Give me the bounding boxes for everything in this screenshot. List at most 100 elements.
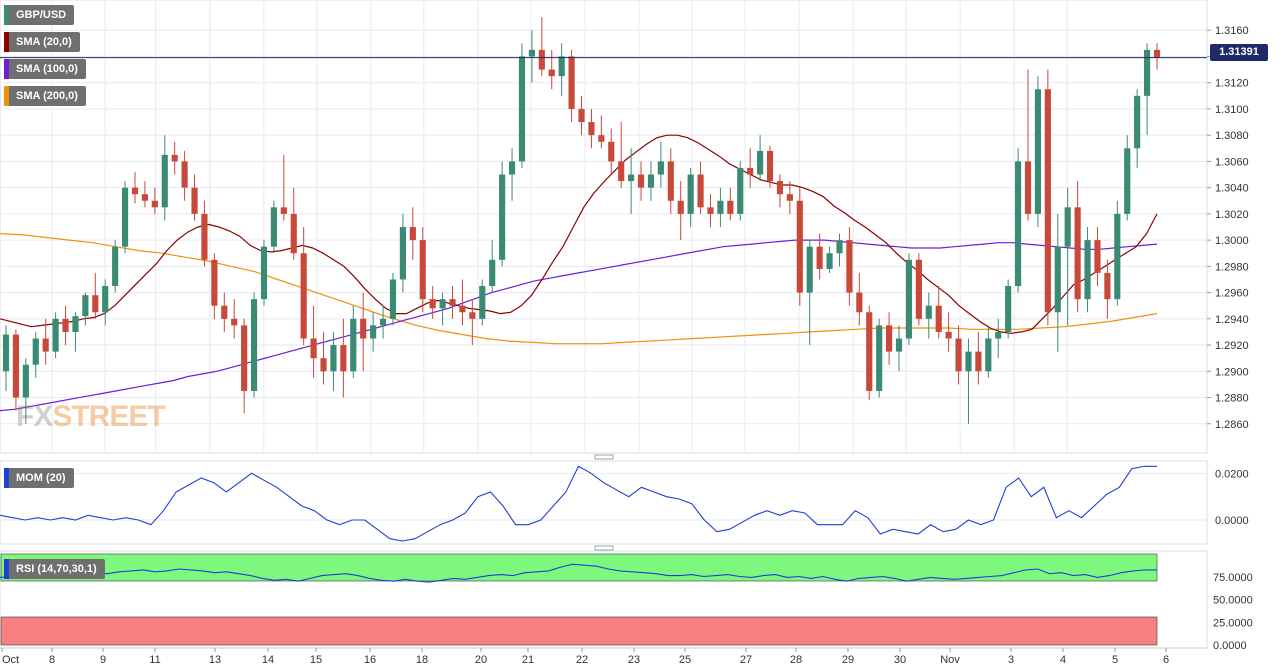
x-tick-label: 18	[416, 654, 428, 666]
candle-body	[975, 351, 982, 372]
candle-body	[677, 200, 684, 214]
candle-body	[1024, 161, 1032, 214]
candle-body	[32, 338, 39, 365]
candle-body	[667, 161, 674, 201]
candle-body	[290, 213, 297, 254]
price-tick-label: 1.3080	[1215, 130, 1249, 142]
x-tick-label: 6	[1163, 654, 1169, 666]
candle-body	[886, 325, 893, 352]
legend-sma20[interactable]: SMA (20,0)	[4, 32, 80, 52]
x-tick-label: 22	[576, 654, 588, 666]
x-tick-label: 21	[522, 654, 534, 666]
x-tick-label: Oct	[2, 654, 19, 666]
rsi-tick-label: 25.0000	[1213, 617, 1253, 629]
x-tick-label: 25	[679, 654, 691, 666]
candle-body	[1144, 49, 1151, 96]
candle-body	[280, 207, 287, 214]
price-tick-label: 1.3060	[1215, 156, 1249, 168]
candle-body	[231, 318, 238, 326]
price-y-axis: 1.2860 1.2880 1.2900 1.2920 1.2940 1.2960 1.29…	[1207, 25, 1249, 431]
last-price-tag: 1.31391	[1210, 44, 1268, 61]
pane-divider-1[interactable]	[594, 454, 614, 460]
candles-group	[2, 17, 1161, 424]
candle-body	[1114, 213, 1121, 300]
candle-body	[628, 174, 635, 182]
x-tick-label: 8	[49, 654, 55, 666]
candle-body	[895, 338, 903, 352]
candle-body	[211, 259, 218, 306]
candle-body	[241, 325, 248, 391]
candle-body	[459, 305, 466, 313]
watermark-part1: FX	[16, 400, 53, 433]
candle-body	[2, 334, 10, 372]
legend-sma100[interactable]: SMA (100,0)	[4, 59, 86, 79]
candle-body	[330, 345, 337, 372]
candle-body	[637, 174, 645, 188]
candle-body	[846, 240, 853, 293]
watermark-part2: STREET	[52, 400, 165, 433]
candle-body	[747, 167, 754, 175]
candle-body	[816, 246, 823, 269]
price-grid	[0, 0, 1207, 453]
x-tick-label: 4	[1060, 654, 1066, 666]
candle-body	[1034, 89, 1042, 214]
candle-body	[102, 286, 109, 313]
mom-swatch	[4, 468, 9, 488]
legend-rsi[interactable]: RSI (14,70,30,1)	[4, 559, 105, 579]
rsi-oversold-zone	[0, 616, 1158, 646]
sma100-line	[0, 239, 1158, 412]
sma100-line-group	[0, 239, 1158, 412]
candle-body	[221, 305, 228, 319]
rsi-swatch	[4, 559, 9, 579]
candle-body	[727, 200, 734, 214]
legend-symbol[interactable]: GBP/USD	[4, 5, 75, 25]
candle-body	[439, 299, 446, 309]
candle-body	[1153, 49, 1161, 58]
legend-sma200-label: SMA (200,0)	[16, 90, 78, 102]
x-tick-label: 16	[364, 654, 376, 666]
candle-body	[776, 181, 784, 195]
candle-body	[1084, 240, 1091, 300]
candle-body	[479, 286, 486, 319]
price-pane-bg	[0, 0, 1208, 454]
x-tick-label: Nov	[940, 654, 960, 666]
candle-body	[489, 259, 496, 287]
legend-mom[interactable]: MOM (20)	[4, 468, 74, 488]
candle-body	[112, 246, 119, 287]
candle-body	[72, 316, 79, 332]
candle-body	[260, 246, 268, 300]
legend-symbol-label: GBP/USD	[16, 9, 67, 21]
x-tick-label: 11	[149, 654, 160, 666]
candle-body	[737, 167, 744, 214]
legend-sma200[interactable]: SMA (200,0)	[4, 86, 86, 106]
candle-body	[826, 253, 833, 269]
candle-body	[171, 154, 178, 162]
x-axis: Oct 8 9 11 13 14 15 16 18 20 21 22 23 25 27 28 29 30 Nov 3 4…	[1, 648, 1169, 666]
candle-body	[82, 295, 89, 317]
candle-body	[955, 338, 962, 372]
rsi-overbought-zone	[0, 553, 1158, 582]
candle-body	[608, 141, 615, 162]
rsi-y-axis: 75.0000 50.0000 25.0000 0.0000	[1213, 572, 1253, 652]
pane-divider-2[interactable]	[594, 545, 614, 551]
candle-body	[915, 259, 922, 319]
candle-body	[796, 200, 803, 293]
candle-body	[528, 49, 535, 57]
rsi-tick-label: 0.0000	[1213, 640, 1247, 652]
candle-body	[191, 187, 198, 214]
x-tick-label: 29	[842, 654, 854, 666]
candle-body	[320, 358, 327, 372]
mom-tick-label: 0.0000	[1215, 515, 1249, 527]
candle-body	[161, 154, 168, 208]
candle-body	[300, 253, 307, 339]
price-tick-label: 1.2980	[1215, 261, 1249, 273]
candle-body	[1074, 207, 1081, 300]
legend-rsi-label: RSI (14,70,30,1)	[16, 563, 97, 575]
price-tick-label: 1.3120	[1215, 78, 1249, 90]
sma20-line-group	[0, 134, 1158, 334]
sma200-line-group	[0, 233, 1158, 345]
x-tick-label: 5	[1112, 654, 1118, 666]
candle-body	[598, 135, 605, 142]
sma100-swatch	[4, 59, 9, 79]
mom-pane-bg	[0, 460, 1208, 545]
